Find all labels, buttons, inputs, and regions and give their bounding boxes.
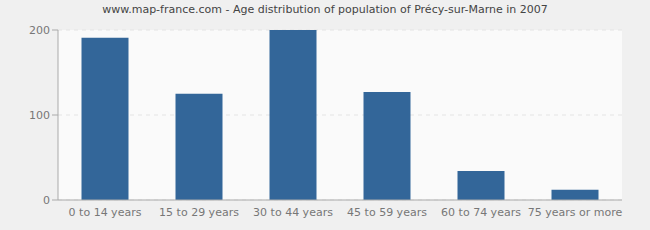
svg-text:0 to 14 years: 0 to 14 years bbox=[69, 206, 142, 219]
svg-text:100: 100 bbox=[29, 109, 50, 122]
svg-text:30 to 44 years: 30 to 44 years bbox=[253, 206, 333, 219]
svg-text:45 to 59 years: 45 to 59 years bbox=[347, 206, 427, 219]
svg-text:200: 200 bbox=[29, 24, 50, 37]
svg-text:75 years or more: 75 years or more bbox=[528, 206, 623, 219]
html-text:www.map-france.com - Age distr: www.map-france.com - Age distribution of… bbox=[102, 3, 548, 16]
svg-text:0: 0 bbox=[43, 194, 50, 207]
svg-text:60 to 74 years: 60 to 74 years bbox=[441, 206, 521, 219]
svg-text:15 to 29 years: 15 to 29 years bbox=[159, 206, 239, 219]
